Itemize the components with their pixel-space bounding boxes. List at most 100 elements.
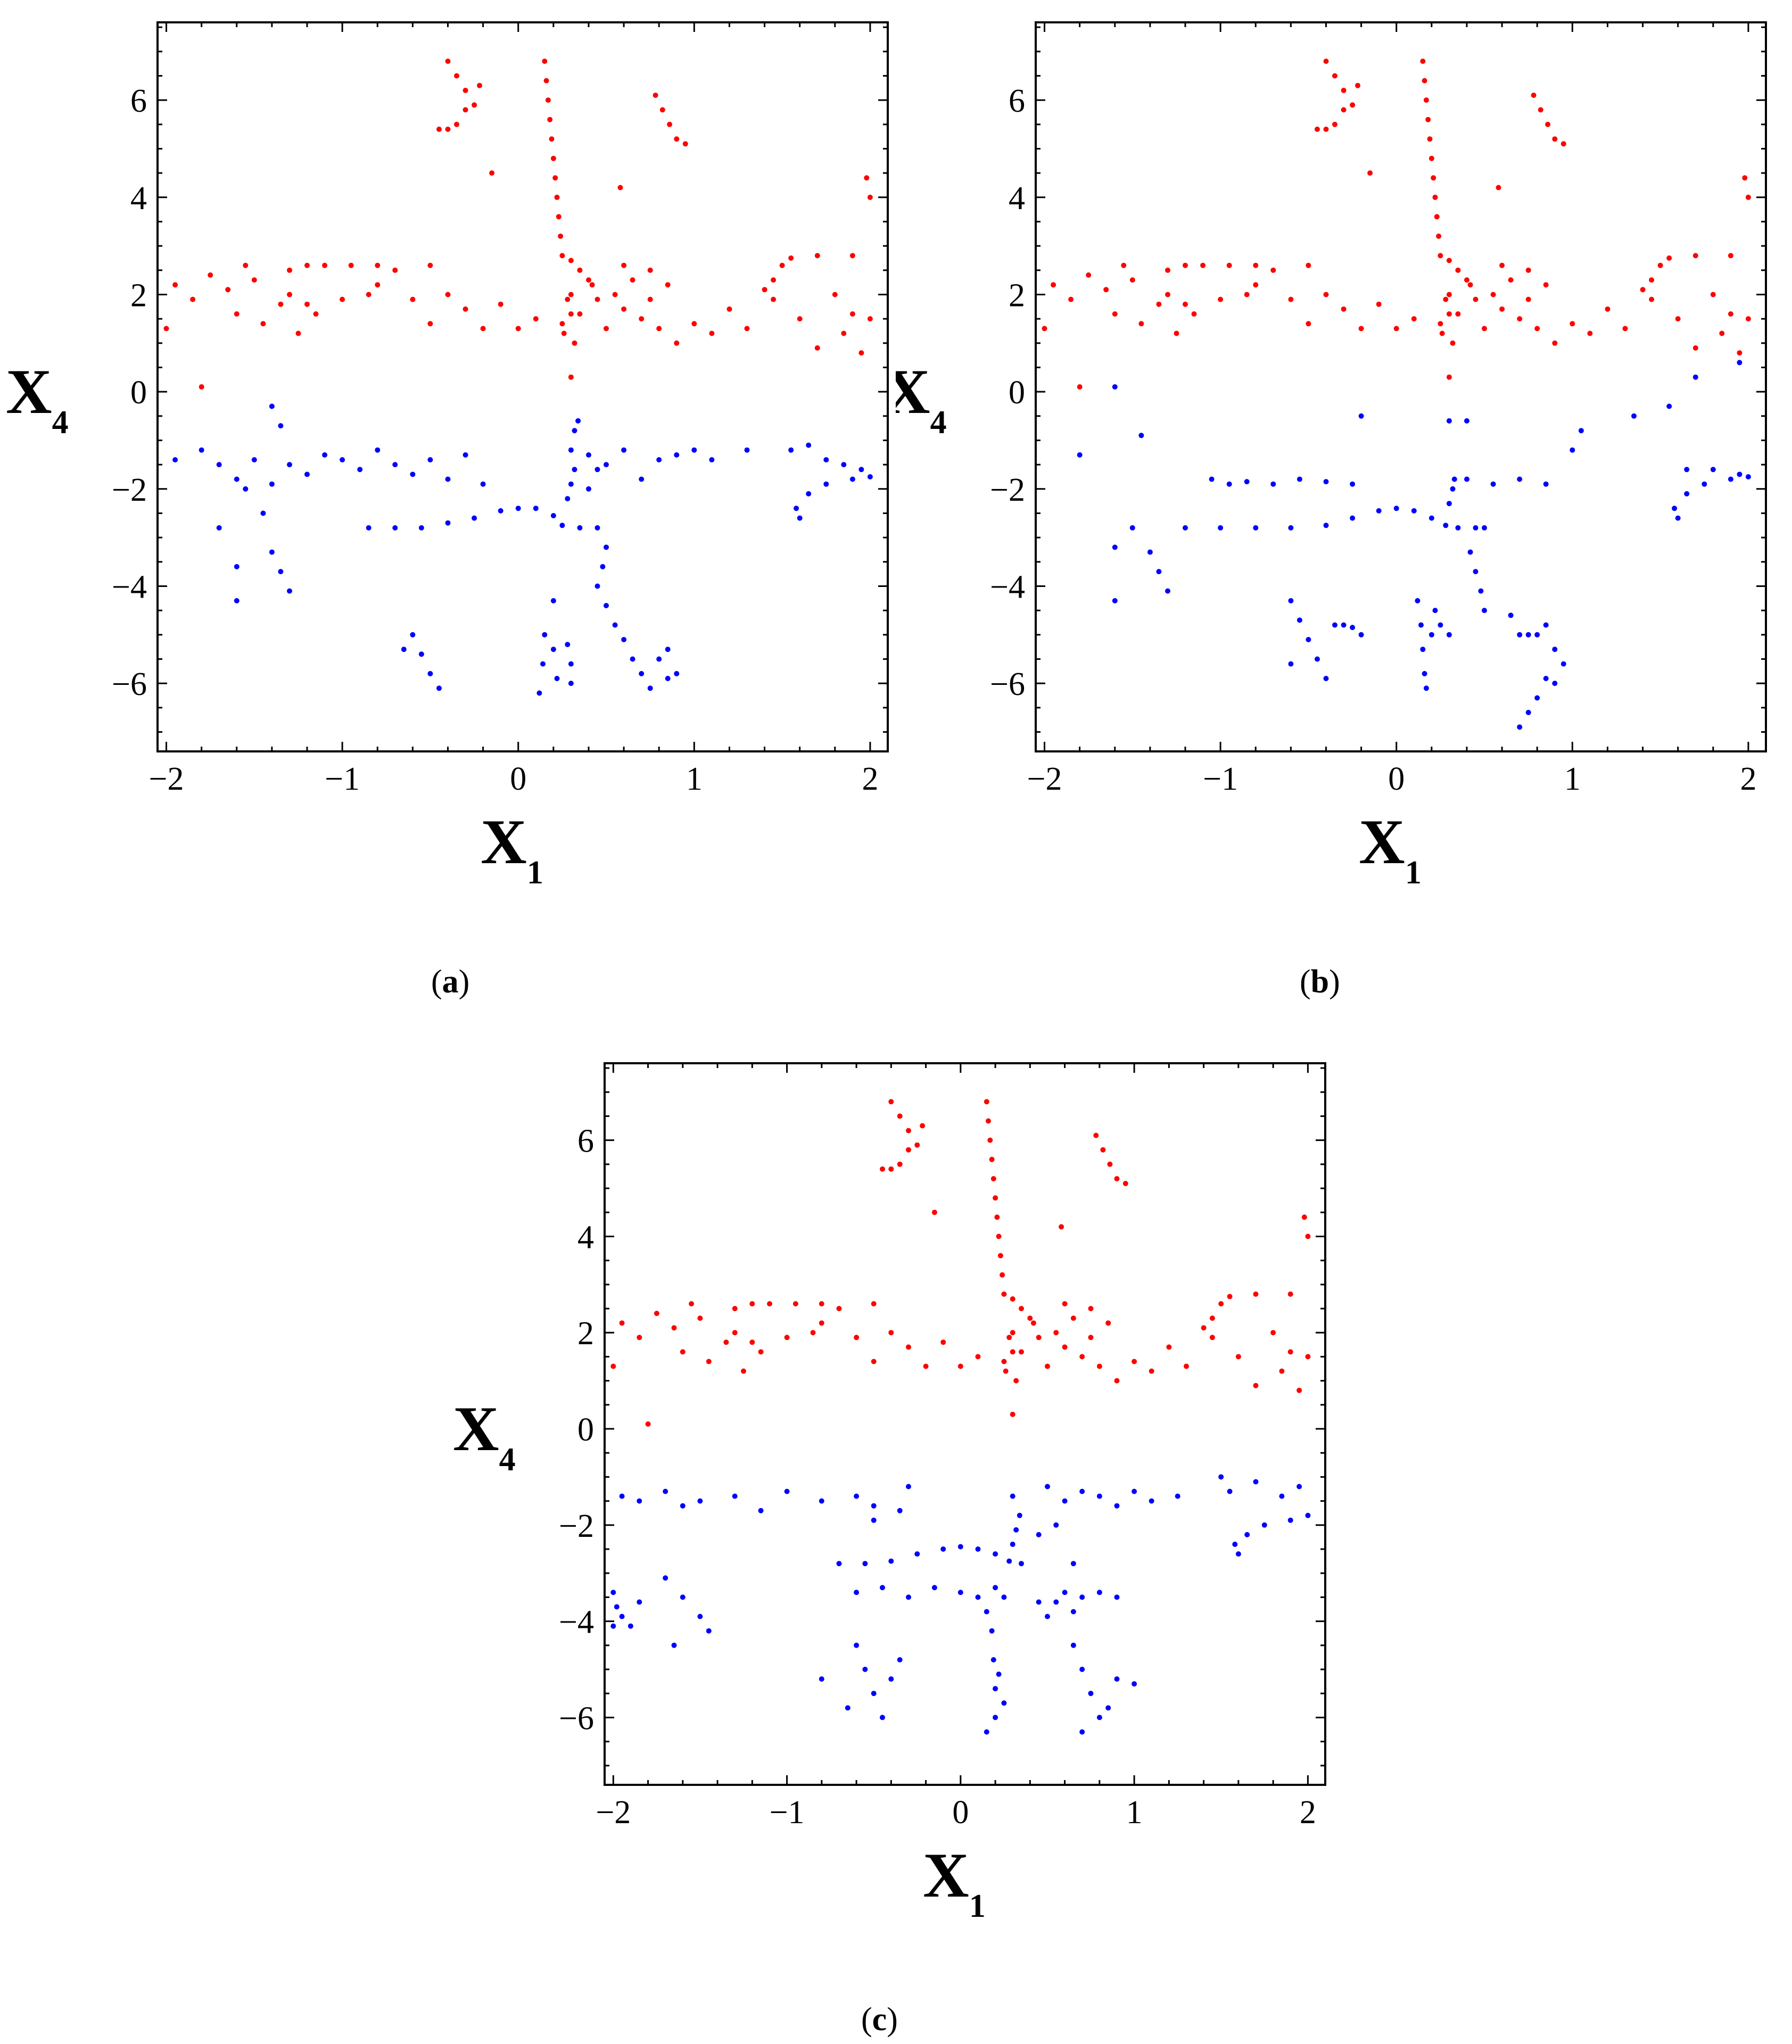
- blue-point: [671, 1642, 677, 1648]
- blue-point: [990, 1657, 996, 1662]
- plot-frame: [156, 21, 889, 752]
- y-axis-label-main: X: [453, 1393, 499, 1464]
- red-point: [621, 262, 627, 268]
- blue-point: [1350, 625, 1356, 631]
- red-point: [1499, 306, 1505, 312]
- red-point: [1499, 262, 1505, 268]
- blue-point: [788, 447, 794, 453]
- x-axis-label-subscript: 1: [969, 1888, 986, 1924]
- red-point: [1431, 175, 1436, 181]
- red-point: [788, 255, 794, 261]
- red-point: [1253, 282, 1259, 288]
- red-point: [1129, 277, 1135, 283]
- x-tick-label: 1: [1564, 761, 1581, 797]
- blue-point: [1036, 1599, 1042, 1605]
- red-point: [888, 1099, 894, 1105]
- blue-point: [1096, 1590, 1102, 1595]
- red-point: [550, 155, 556, 161]
- blue-point: [1045, 1613, 1050, 1619]
- red-point: [1270, 267, 1276, 273]
- caption-b-open: (: [1300, 964, 1311, 1000]
- blue-point: [1305, 1512, 1311, 1518]
- blue-point: [1728, 476, 1733, 482]
- blue-point: [996, 1671, 1002, 1677]
- blue-point: [1138, 433, 1144, 438]
- red-point: [1455, 267, 1461, 273]
- red-point: [1422, 78, 1427, 84]
- red-point: [1183, 301, 1188, 307]
- blue-point: [871, 1517, 877, 1523]
- red-point: [1358, 326, 1364, 332]
- red-point: [1027, 1315, 1033, 1321]
- red-point: [819, 1320, 824, 1326]
- blue-point: [1737, 471, 1743, 477]
- blue-point: [656, 656, 662, 662]
- blue-point: [819, 1676, 824, 1682]
- red-point: [1605, 306, 1611, 312]
- blue-point: [871, 1503, 877, 1509]
- red-point: [463, 87, 468, 93]
- red-point: [549, 136, 555, 142]
- blue-point: [858, 467, 864, 473]
- blue-point: [1323, 523, 1329, 528]
- red-point: [1019, 1349, 1024, 1355]
- caption-a-letter: a: [442, 964, 459, 1000]
- red-point: [568, 374, 574, 380]
- x-tick-label: 2: [1740, 761, 1756, 797]
- blue-point: [984, 1729, 989, 1735]
- x-axis-label-main: X: [1359, 806, 1405, 877]
- blue-point: [674, 452, 680, 458]
- blue-point: [1288, 525, 1294, 531]
- red-point: [1107, 1161, 1113, 1167]
- red-point: [1355, 82, 1360, 88]
- blue-point: [199, 447, 204, 453]
- blue-point: [1745, 474, 1751, 479]
- blue-point: [427, 671, 433, 676]
- blue-point: [427, 457, 433, 462]
- blue-point: [1428, 515, 1434, 521]
- y-tick-label: 0: [1009, 375, 1025, 411]
- red-point: [610, 1363, 616, 1369]
- blue-point: [1446, 632, 1452, 638]
- red-point: [1114, 1378, 1120, 1384]
- red-point: [1270, 1330, 1276, 1336]
- blue-point: [1183, 525, 1188, 531]
- blue-point: [630, 656, 635, 662]
- blue-point: [216, 525, 222, 531]
- blue-point: [854, 1590, 860, 1595]
- red-point: [691, 321, 697, 327]
- blue-point: [568, 681, 574, 686]
- blue-point: [993, 1585, 998, 1591]
- blue-point: [610, 1623, 616, 1629]
- blue-point: [854, 1493, 860, 1499]
- red-point: [1184, 1363, 1189, 1369]
- red-point: [445, 59, 451, 64]
- blue-point: [806, 442, 812, 448]
- blue-point: [674, 671, 680, 676]
- red-point: [1079, 1354, 1085, 1360]
- blue-point: [1253, 525, 1259, 531]
- blue-point: [709, 457, 715, 462]
- blue-point: [867, 474, 873, 479]
- red-point: [1306, 321, 1311, 327]
- blue-point: [1418, 622, 1424, 628]
- blue-point: [1112, 384, 1118, 390]
- red-point: [989, 1156, 995, 1162]
- blue-point: [1517, 724, 1523, 730]
- red-point: [1622, 326, 1628, 332]
- blue-point: [1288, 661, 1294, 667]
- red-point: [1062, 1301, 1068, 1306]
- blue-point: [1062, 1498, 1068, 1504]
- red-point: [572, 340, 577, 346]
- red-point: [1719, 330, 1725, 336]
- blue-point: [1114, 1594, 1120, 1600]
- blue-point: [594, 525, 600, 531]
- red-point: [997, 1253, 1003, 1259]
- caption-a-open: (: [431, 964, 442, 1000]
- blue-point: [1692, 374, 1698, 380]
- red-point: [914, 1142, 920, 1148]
- blue-point: [663, 1575, 668, 1581]
- y-tick-label: 4: [1009, 180, 1025, 217]
- blue-point: [1422, 671, 1427, 676]
